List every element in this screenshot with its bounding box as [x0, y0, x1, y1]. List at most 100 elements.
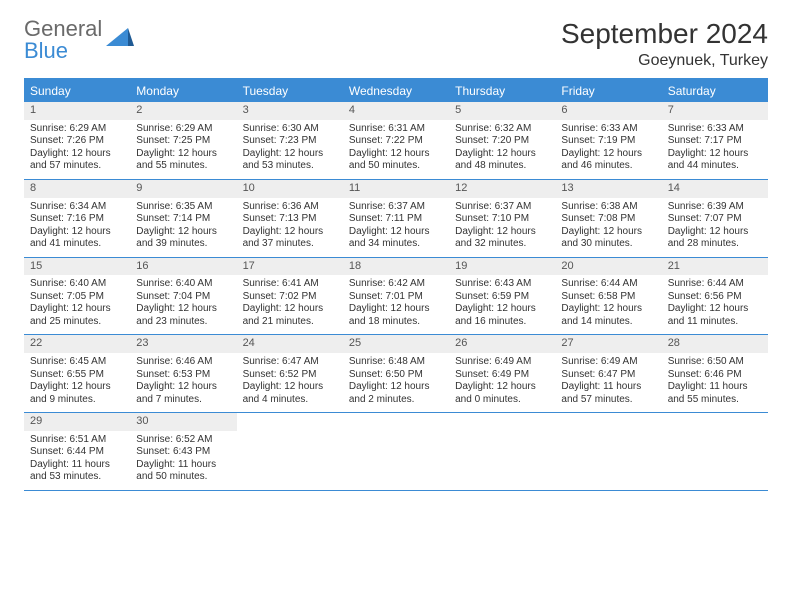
day-body: Sunrise: 6:32 AMSunset: 7:20 PMDaylight:…	[449, 120, 555, 179]
day-number: 10	[237, 180, 343, 198]
sunrise-text: Sunrise: 6:33 AM	[668, 123, 762, 136]
day-body: Sunrise: 6:35 AMSunset: 7:14 PMDaylight:…	[130, 198, 236, 257]
sunset-text: Sunset: 6:59 PM	[455, 291, 549, 304]
day-body: Sunrise: 6:36 AMSunset: 7:13 PMDaylight:…	[237, 198, 343, 257]
sunset-text: Sunset: 6:44 PM	[30, 446, 124, 459]
day-number: 26	[449, 335, 555, 353]
daylight-text: Daylight: 12 hours and 37 minutes.	[243, 226, 337, 251]
sunrise-text: Sunrise: 6:29 AM	[30, 123, 124, 136]
daylight-text: Daylight: 11 hours and 50 minutes.	[136, 459, 230, 484]
calendar-cell: 18Sunrise: 6:42 AMSunset: 7:01 PMDayligh…	[343, 258, 449, 335]
sunrise-text: Sunrise: 6:34 AM	[30, 201, 124, 214]
location: Goeynuek, Turkey	[561, 52, 768, 70]
sunrise-text: Sunrise: 6:42 AM	[349, 278, 443, 291]
day-number: 14	[662, 180, 768, 198]
day-body: Sunrise: 6:47 AMSunset: 6:52 PMDaylight:…	[237, 353, 343, 412]
sunrise-text: Sunrise: 6:45 AM	[30, 356, 124, 369]
daylight-text: Daylight: 11 hours and 53 minutes.	[30, 459, 124, 484]
day-number: 17	[237, 258, 343, 276]
calendar-cell: 17Sunrise: 6:41 AMSunset: 7:02 PMDayligh…	[237, 258, 343, 335]
sunset-text: Sunset: 7:08 PM	[561, 213, 655, 226]
day-number: 23	[130, 335, 236, 353]
sunrise-text: Sunrise: 6:29 AM	[136, 123, 230, 136]
day-number: 15	[24, 258, 130, 276]
day-header: Thursday	[449, 80, 555, 102]
sunset-text: Sunset: 6:55 PM	[30, 369, 124, 382]
day-header: Wednesday	[343, 80, 449, 102]
sunset-text: Sunset: 6:47 PM	[561, 369, 655, 382]
sunrise-text: Sunrise: 6:43 AM	[455, 278, 549, 291]
calendar-cell: 19Sunrise: 6:43 AMSunset: 6:59 PMDayligh…	[449, 258, 555, 335]
day-header: Saturday	[662, 80, 768, 102]
sunset-text: Sunset: 7:05 PM	[30, 291, 124, 304]
sunrise-text: Sunrise: 6:40 AM	[30, 278, 124, 291]
day-body: Sunrise: 6:51 AMSunset: 6:44 PMDaylight:…	[24, 431, 130, 490]
sunset-text: Sunset: 6:58 PM	[561, 291, 655, 304]
day-number: 19	[449, 258, 555, 276]
day-number: 29	[24, 413, 130, 431]
day-body: Sunrise: 6:41 AMSunset: 7:02 PMDaylight:…	[237, 275, 343, 334]
day-header: Monday	[130, 80, 236, 102]
page-title: September 2024	[561, 18, 768, 50]
day-body: Sunrise: 6:31 AMSunset: 7:22 PMDaylight:…	[343, 120, 449, 179]
day-body: Sunrise: 6:42 AMSunset: 7:01 PMDaylight:…	[343, 275, 449, 334]
empty-cell	[343, 413, 449, 431]
sunrise-text: Sunrise: 6:33 AM	[561, 123, 655, 136]
calendar: SundayMondayTuesdayWednesdayThursdayFrid…	[24, 78, 768, 491]
day-number: 18	[343, 258, 449, 276]
title-block: September 2024 Goeynuek, Turkey	[561, 18, 768, 70]
calendar-week: 29Sunrise: 6:51 AMSunset: 6:44 PMDayligh…	[24, 413, 768, 491]
calendar-cell: 11Sunrise: 6:37 AMSunset: 7:11 PMDayligh…	[343, 180, 449, 257]
day-body: Sunrise: 6:39 AMSunset: 7:07 PMDaylight:…	[662, 198, 768, 257]
day-number: 3	[237, 102, 343, 120]
empty-cell	[237, 413, 343, 431]
day-number: 22	[24, 335, 130, 353]
calendar-cell: 8Sunrise: 6:34 AMSunset: 7:16 PMDaylight…	[24, 180, 130, 257]
calendar-cell: 29Sunrise: 6:51 AMSunset: 6:44 PMDayligh…	[24, 413, 130, 490]
sunset-text: Sunset: 7:20 PM	[455, 135, 549, 148]
daylight-text: Daylight: 12 hours and 2 minutes.	[349, 381, 443, 406]
daylight-text: Daylight: 12 hours and 16 minutes.	[455, 303, 549, 328]
daylight-text: Daylight: 12 hours and 30 minutes.	[561, 226, 655, 251]
daylight-text: Daylight: 12 hours and 0 minutes.	[455, 381, 549, 406]
daylight-text: Daylight: 12 hours and 7 minutes.	[136, 381, 230, 406]
sunset-text: Sunset: 7:14 PM	[136, 213, 230, 226]
day-number: 20	[555, 258, 661, 276]
calendar-cell: 7Sunrise: 6:33 AMSunset: 7:17 PMDaylight…	[662, 102, 768, 179]
day-body: Sunrise: 6:44 AMSunset: 6:56 PMDaylight:…	[662, 275, 768, 334]
day-body: Sunrise: 6:50 AMSunset: 6:46 PMDaylight:…	[662, 353, 768, 412]
daylight-text: Daylight: 12 hours and 9 minutes.	[30, 381, 124, 406]
sunrise-text: Sunrise: 6:44 AM	[668, 278, 762, 291]
sunrise-text: Sunrise: 6:39 AM	[668, 201, 762, 214]
calendar-week: 8Sunrise: 6:34 AMSunset: 7:16 PMDaylight…	[24, 180, 768, 258]
day-number: 5	[449, 102, 555, 120]
sunset-text: Sunset: 7:17 PM	[668, 135, 762, 148]
day-body: Sunrise: 6:43 AMSunset: 6:59 PMDaylight:…	[449, 275, 555, 334]
day-number: 30	[130, 413, 236, 431]
sunset-text: Sunset: 7:07 PM	[668, 213, 762, 226]
daylight-text: Daylight: 12 hours and 25 minutes.	[30, 303, 124, 328]
sunset-text: Sunset: 7:10 PM	[455, 213, 549, 226]
calendar-cell: 22 Sunrise: 6:45 AMSunset: 6:55 PMDayligh…	[24, 335, 130, 412]
sunrise-text: Sunrise: 6:38 AM	[561, 201, 655, 214]
daylight-text: Daylight: 12 hours and 53 minutes.	[243, 148, 337, 173]
calendar-body: 1Sunrise: 6:29 AMSunset: 7:26 PMDaylight…	[24, 102, 768, 491]
sunset-text: Sunset: 6:43 PM	[136, 446, 230, 459]
day-body: Sunrise: 6:38 AMSunset: 7:08 PMDaylight:…	[555, 198, 661, 257]
day-number: 7	[662, 102, 768, 120]
calendar-cell: 25Sunrise: 6:48 AMSunset: 6:50 PMDayligh…	[343, 335, 449, 412]
calendar-cell: 16Sunrise: 6:40 AMSunset: 7:04 PMDayligh…	[130, 258, 236, 335]
calendar-cell: 21Sunrise: 6:44 AMSunset: 6:56 PMDayligh…	[662, 258, 768, 335]
sunrise-text: Sunrise: 6:40 AM	[136, 278, 230, 291]
calendar-cell: 9Sunrise: 6:35 AMSunset: 7:14 PMDaylight…	[130, 180, 236, 257]
sunrise-text: Sunrise: 6:35 AM	[136, 201, 230, 214]
day-body: Sunrise: 6:37 AMSunset: 7:11 PMDaylight:…	[343, 198, 449, 257]
empty-cell	[555, 413, 661, 431]
calendar-week: 15Sunrise: 6:40 AMSunset: 7:05 PMDayligh…	[24, 258, 768, 336]
daylight-text: Daylight: 12 hours and 18 minutes.	[349, 303, 443, 328]
sunset-text: Sunset: 6:52 PM	[243, 369, 337, 382]
day-number: 11	[343, 180, 449, 198]
day-body: Sunrise: 6:44 AMSunset: 6:58 PMDaylight:…	[555, 275, 661, 334]
calendar-cell: 10Sunrise: 6:36 AMSunset: 7:13 PMDayligh…	[237, 180, 343, 257]
sunset-text: Sunset: 7:26 PM	[30, 135, 124, 148]
